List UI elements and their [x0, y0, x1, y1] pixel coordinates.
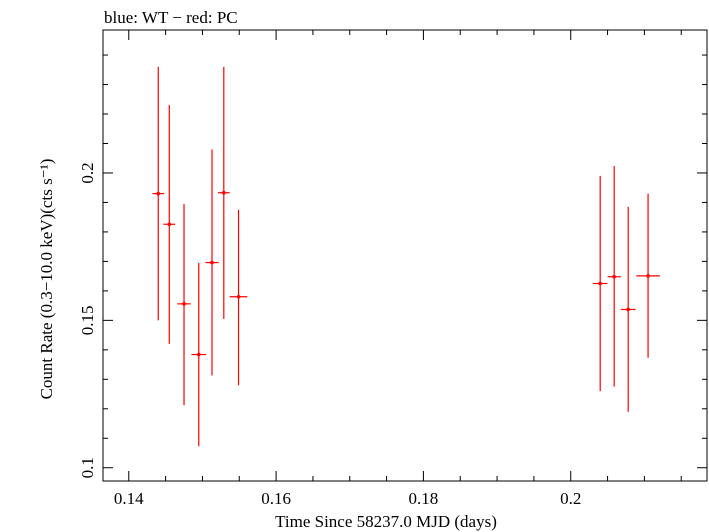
point-marker — [612, 274, 616, 279]
y-tick-label: 0.2 — [78, 162, 97, 183]
x-axis-label: Time Since 58237.0 MJD (days) — [275, 512, 497, 531]
data-point — [607, 166, 621, 387]
point-marker — [646, 274, 650, 278]
plot-frame — [102, 29, 708, 482]
axis-ticks — [103, 30, 707, 481]
point-marker — [222, 190, 226, 195]
y-tick-label: 0.15 — [78, 305, 97, 335]
point-marker — [196, 352, 201, 357]
x-tick-label: 0.14 — [114, 489, 144, 508]
data-point — [152, 66, 165, 321]
data-point — [177, 203, 191, 406]
x-tick-label: 0.16 — [261, 489, 291, 508]
data-points — [152, 66, 660, 447]
point-marker — [210, 260, 214, 265]
x-tick-label: 0.18 — [409, 489, 439, 508]
data-point — [163, 105, 176, 344]
data-point — [592, 175, 608, 392]
data-point — [620, 206, 636, 412]
data-point — [636, 193, 660, 358]
point-marker — [167, 222, 172, 227]
point-marker — [626, 307, 630, 312]
point-marker — [598, 281, 602, 286]
x-tick-label: 0.2 — [560, 489, 581, 508]
y-axis-label: Count Rate (0.3−10.0 keV)(cts s⁻¹) — [37, 159, 56, 400]
data-point — [229, 209, 248, 386]
x-tick-labels: 0.14 0.16 0.18 0.2 — [114, 489, 581, 508]
point-marker — [182, 302, 186, 306]
point-marker — [156, 191, 161, 196]
y-tick-label: 0.1 — [78, 457, 97, 478]
y-tick-labels: 0.1 0.15 0.2 — [78, 162, 97, 478]
data-point — [217, 66, 230, 319]
data-point — [191, 262, 207, 447]
data-point — [205, 149, 219, 376]
chart-title: blue: WT − red: PC — [104, 8, 238, 27]
point-marker — [236, 294, 241, 299]
